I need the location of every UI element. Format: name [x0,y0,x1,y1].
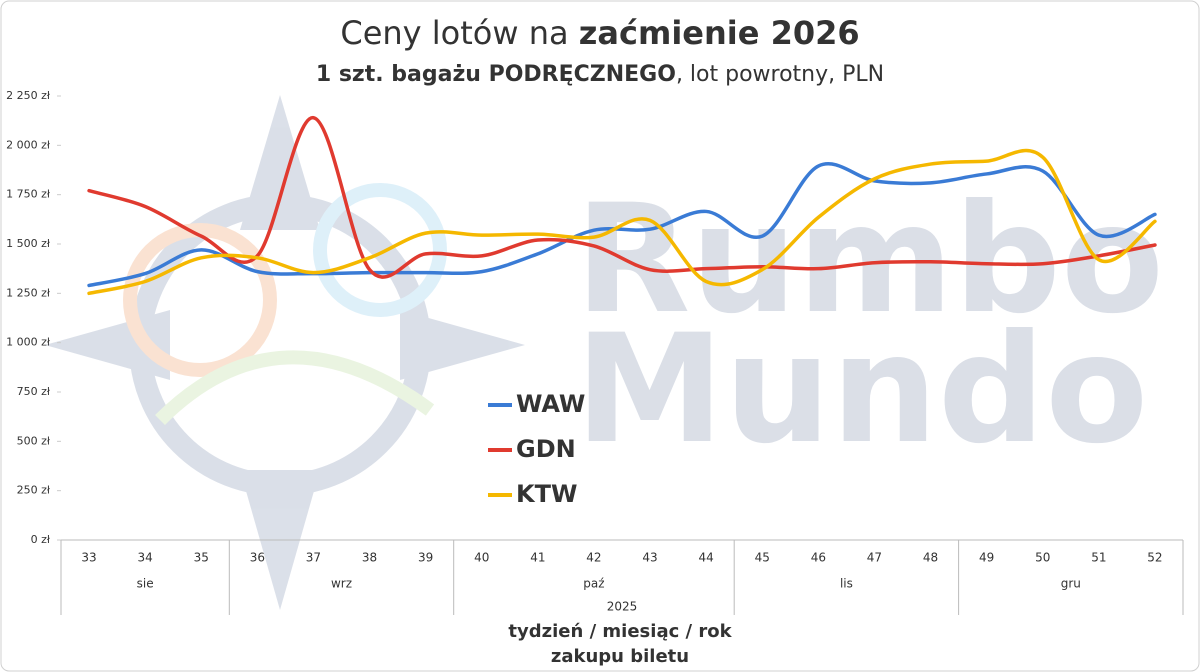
legend-label: GDN [516,435,576,463]
month-label: lis [840,577,853,591]
y-tick-label: 750 zł [17,385,51,398]
month-label: wrz [331,577,352,591]
y-tick-label: 0 zł [31,533,51,546]
x-tick-label: 41 [530,551,545,565]
x-tick-label: 34 [138,551,153,565]
watermark-text: Mundo [575,303,1148,477]
y-tick-label: 1 750 zł [6,188,51,201]
x-tick-label: 49 [979,551,994,565]
x-tick-label: 38 [362,551,377,565]
x-tick-label: 36 [250,551,265,565]
y-tick-label: 2 250 zł [6,89,51,102]
chart-title: Ceny lotów na zaćmienie 2026 [340,14,859,52]
legend-label: KTW [516,480,577,508]
year-label: 2025 [607,600,638,614]
x-tick-label: 52 [1147,551,1162,565]
x-tick-label: 40 [474,551,489,565]
x-tick-label: 51 [1091,551,1106,565]
y-tick-label: 1 500 zł [6,237,51,250]
y-tick-label: 2 000 zł [6,138,51,151]
data-line [87,162,1157,288]
y-tick-label: 1 000 zł [6,336,51,349]
title-part: zaćmienie 2026 [579,14,860,52]
x-tick-label: 42 [586,551,601,565]
chart-subtitle: 1 szt. bagażu PODRĘCZNEGO, lot powrotny,… [316,62,884,87]
x-axis-title: zakupu biletu [551,646,689,667]
y-tick-label: 500 zł [17,434,51,447]
x-tick-label: 39 [418,551,433,565]
x-tick-label: 48 [923,551,938,565]
x-tick-label: 50 [1035,551,1050,565]
x-tick-label: 44 [699,551,714,565]
x-tick-label: 46 [811,551,826,565]
x-tick-label: 33 [81,551,96,565]
x-tick-label: 37 [306,551,321,565]
x-tick-label: 47 [867,551,882,565]
month-label: gru [1061,577,1081,591]
month-label: sie [137,577,154,591]
x-axis-title: tydzień / miesiąc / rok [508,621,732,642]
x-tick-label: 45 [755,551,770,565]
x-tick-label: 43 [642,551,657,565]
data-line [87,115,1157,279]
month-label: paź [583,577,604,591]
subtitle-part: , lot powrotny, PLN [676,62,884,87]
subtitle-part: 1 szt. bagażu PODRĘCZNEGO [316,62,676,87]
title-part: Ceny lotów na [340,14,568,52]
y-tick-label: 1 250 zł [6,286,51,299]
data-line [87,148,1157,296]
y-tick-label: 250 zł [17,484,51,497]
legend-label: WAW [516,390,585,418]
x-tick-label: 35 [194,551,209,565]
